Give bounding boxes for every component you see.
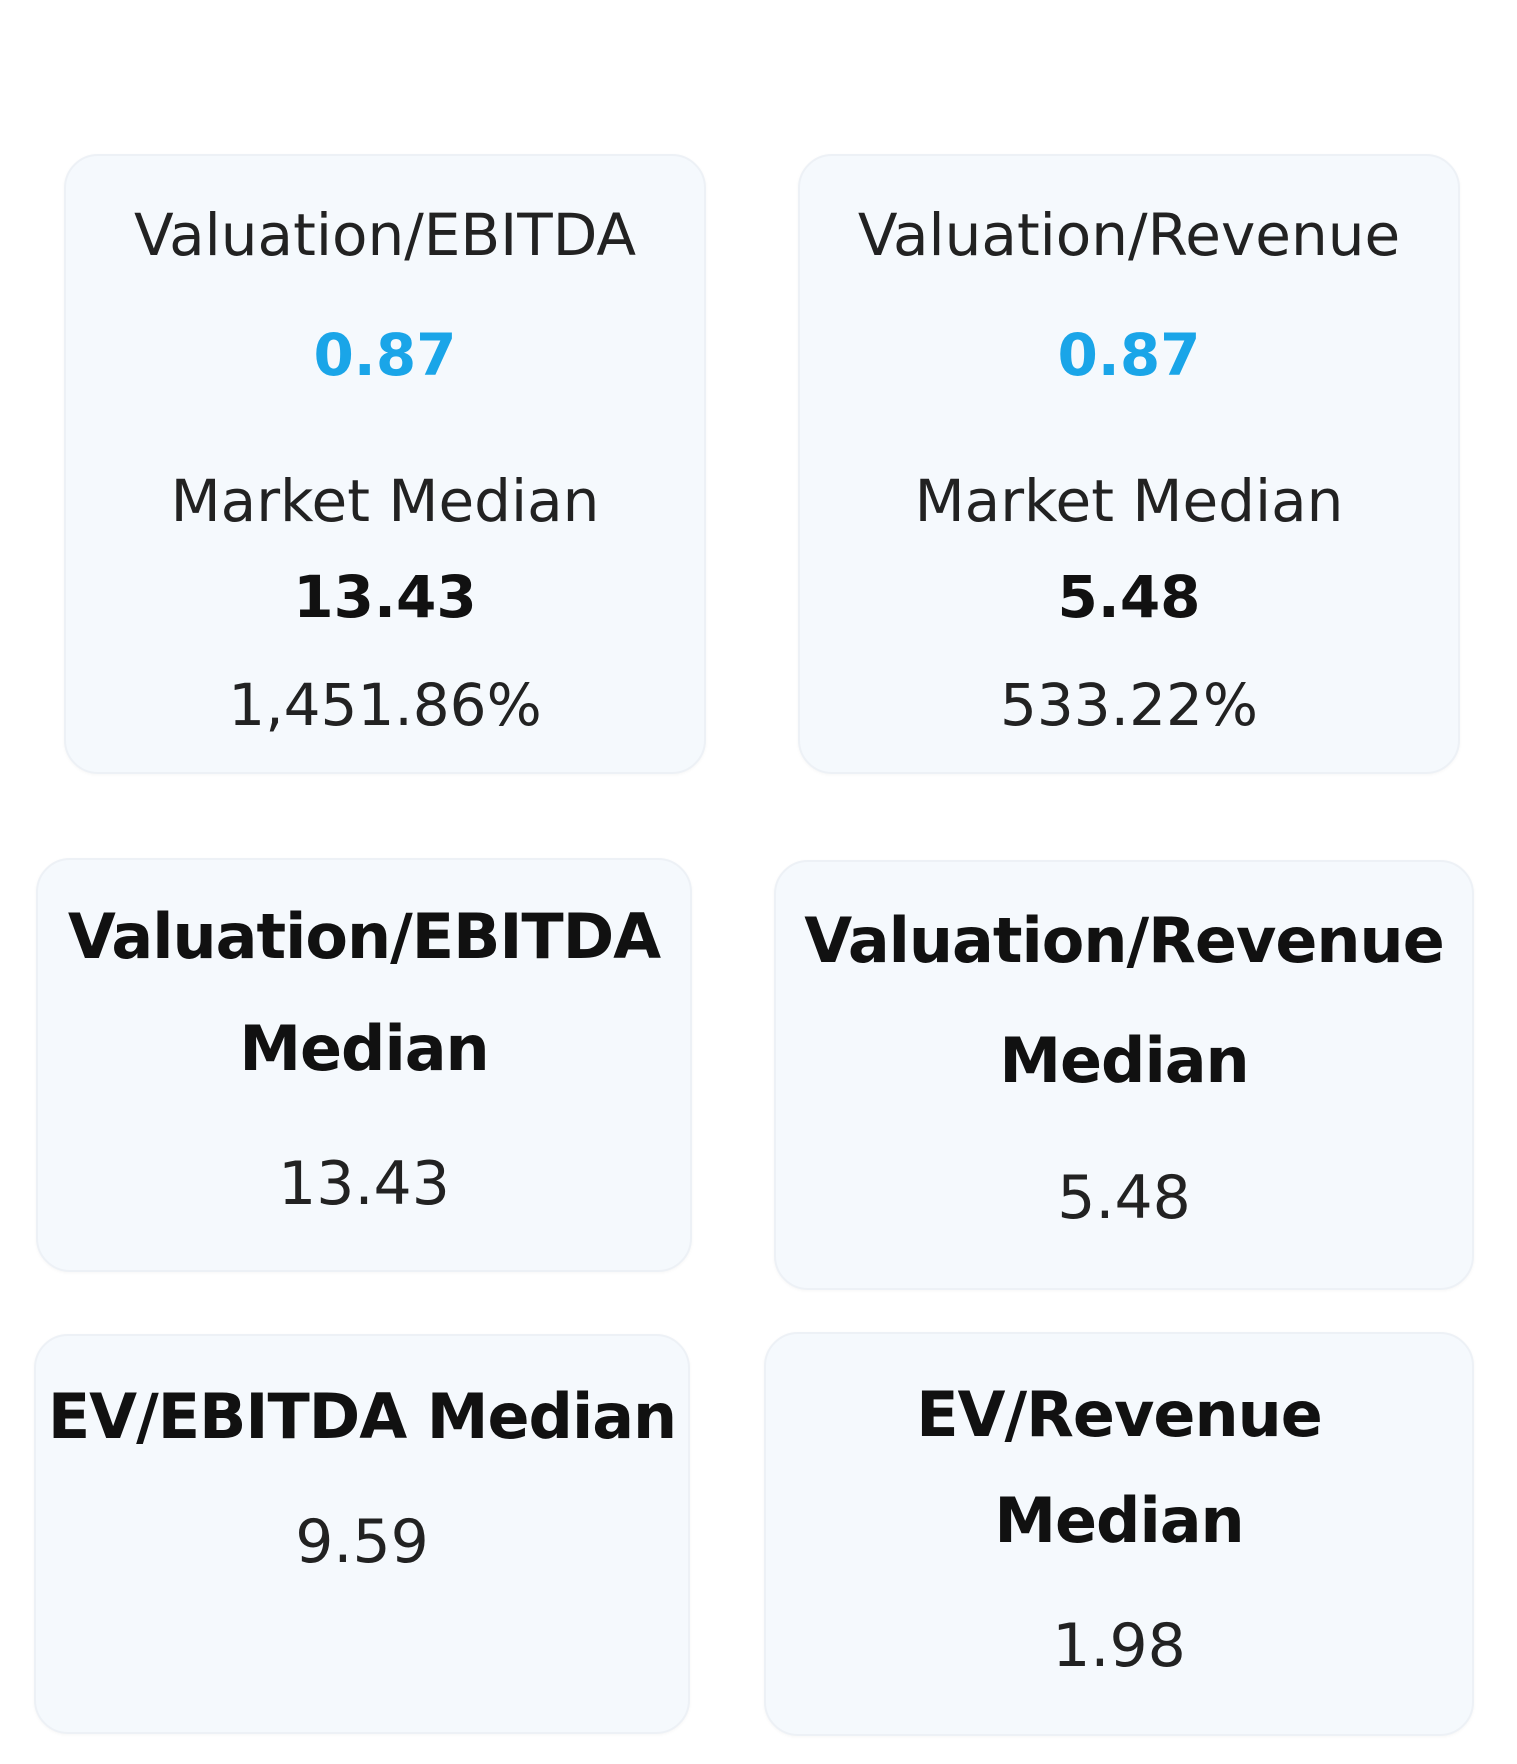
valuation-ebitda-percent: 1,451.86%	[228, 671, 542, 739]
valuation-ebitda-value: 0.87	[313, 321, 457, 389]
valuation-ebitda-market-median-label: Market Median	[170, 467, 600, 535]
valuation-ebitda-card: Valuation/EBITDA 0.87 Market Median 13.4…	[64, 154, 706, 774]
valuation-ebitda-market-median-value: 13.43	[293, 563, 477, 631]
valuation-revenue-market-median-label: Market Median	[914, 467, 1344, 535]
ev-ebitda-median-value: 9.59	[295, 1507, 429, 1577]
valuation-revenue-card: Valuation/Revenue 0.87 Market Median 5.4…	[798, 154, 1460, 774]
ev-revenue-median-card: EV/Revenue Median 1.98	[764, 1332, 1474, 1736]
valuation-ebitda-median-title-line1: Valuation/EBITDA	[67, 900, 661, 973]
valuation-ebitda-median-title-line2: Median	[239, 1012, 489, 1085]
ev-revenue-median-value: 1.98	[1052, 1611, 1186, 1681]
valuation-revenue-median-value: 5.48	[1057, 1163, 1191, 1233]
valuation-revenue-percent: 533.22%	[999, 671, 1259, 739]
valuation-revenue-median-title-line2: Median	[999, 1024, 1249, 1097]
valuation-revenue-title: Valuation/Revenue	[857, 201, 1401, 269]
ev-ebitda-median-title: EV/EBITDA Median	[47, 1380, 677, 1453]
valuation-revenue-median-card: Valuation/Revenue Median 5.48	[774, 860, 1474, 1290]
ev-ebitda-median-card: EV/EBITDA Median 9.59	[34, 1334, 690, 1734]
valuation-revenue-median-title-line1: Valuation/Revenue	[804, 904, 1445, 977]
ev-revenue-median-title-line1: EV/Revenue	[916, 1378, 1323, 1451]
valuation-ebitda-title: Valuation/EBITDA	[133, 201, 637, 269]
valuation-revenue-value: 0.87	[1057, 321, 1201, 389]
valuation-ebitda-median-card: Valuation/EBITDA Median 13.43	[36, 858, 692, 1272]
valuation-ebitda-median-value: 13.43	[278, 1149, 450, 1219]
valuation-revenue-market-median-value: 5.48	[1057, 563, 1201, 631]
ev-revenue-median-title-line2: Median	[994, 1484, 1244, 1557]
